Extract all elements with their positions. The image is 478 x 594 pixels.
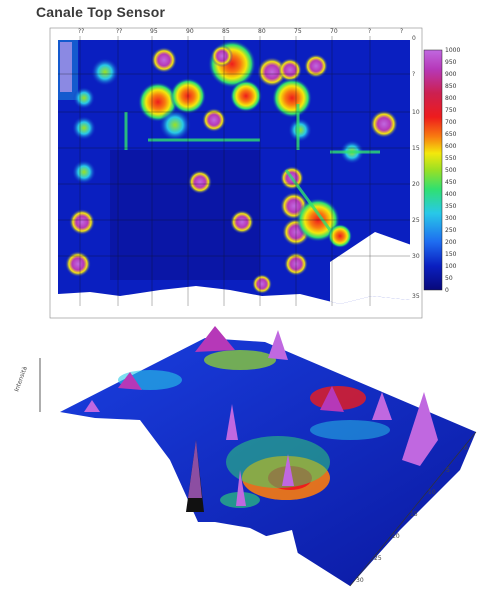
peak	[282, 454, 294, 486]
hotspot	[202, 108, 226, 132]
y-tick: 30	[412, 253, 420, 260]
colorbar-tick: 0	[445, 287, 449, 294]
hotspot	[65, 251, 91, 277]
surface-warm-region	[226, 436, 330, 488]
heatmap-field	[58, 40, 410, 304]
peak	[320, 386, 344, 412]
hotspot	[304, 54, 328, 78]
colorbar-gradient	[423, 49, 443, 291]
peak	[226, 404, 238, 440]
heatmap-edge-halo	[58, 40, 78, 100]
x-tick: ?	[368, 28, 371, 35]
surface-panel: Intensità	[13, 326, 477, 587]
hotspot	[288, 118, 312, 142]
surface-notch	[250, 530, 300, 570]
chart-title: Canale Top Sensor	[36, 4, 166, 20]
colorbar-tick: 50	[445, 275, 453, 282]
x-tick: ??	[78, 28, 84, 35]
x-tick: 90	[186, 28, 194, 35]
z-axis-label: Intensità	[13, 365, 29, 392]
colorbar-tick: 900	[445, 71, 457, 78]
colorbar-tick: 600	[445, 143, 457, 150]
colorbar-tick: 650	[445, 131, 457, 138]
surface-axis-right	[349, 431, 477, 587]
hotspot	[188, 170, 212, 194]
colorbar-tick: 400	[445, 191, 457, 198]
colorbar-tick: 950	[445, 59, 457, 66]
surface-x-ticks: 30 25 20 15 10 5 0	[356, 445, 468, 584]
colorbar-tick: 450	[445, 179, 457, 186]
heatmap-ridges	[124, 104, 380, 231]
peak	[372, 392, 392, 420]
peak	[236, 470, 246, 506]
surface-x-tick: 10	[428, 489, 436, 496]
hotspot	[159, 109, 191, 141]
y-tick: 25	[412, 217, 420, 224]
hotspot	[151, 47, 177, 73]
colorbar-tick: 750	[445, 107, 457, 114]
heatmap-grid	[58, 36, 410, 306]
x-tick: 95	[150, 28, 158, 35]
peak	[402, 392, 438, 466]
x-tick: ?	[400, 28, 403, 35]
hotspot	[72, 160, 96, 184]
x-tick: 70	[330, 28, 338, 35]
surface-peaks	[84, 326, 438, 512]
hotspot	[91, 58, 119, 86]
colorbar-ticks: 1000950900850800750700650600550500450400…	[445, 47, 460, 294]
colorbar-tick: 850	[445, 83, 457, 90]
heatmap-x-ticks: ?? ?? 95 90 85 80 75 70 ? ?	[78, 28, 403, 35]
surface-x-tick: 30	[356, 577, 364, 584]
y-tick: ?	[412, 71, 415, 78]
peak	[195, 326, 235, 352]
heatmap-panel: ?? ?? 95 90 85 80 75 70 ? ? 0 ? 10 15 20…	[49, 27, 423, 319]
peak	[268, 330, 288, 360]
hotspot	[230, 210, 254, 234]
peak	[188, 440, 202, 498]
hotspot	[252, 274, 272, 294]
surface-x-tick: 20	[392, 533, 400, 540]
colorbar-tick: 300	[445, 215, 457, 222]
surface-ridge	[204, 350, 276, 370]
surface-x-tick: 15	[410, 511, 418, 518]
colorbar: 1000950900850800750700650600550500450400…	[423, 47, 460, 294]
surface-x-tick: 5	[446, 467, 450, 474]
colorbar-tick: 500	[445, 167, 457, 174]
y-tick: 0	[412, 35, 416, 42]
hotspot	[73, 87, 95, 109]
hotspot	[370, 110, 398, 138]
hotspot	[230, 80, 262, 112]
hotspot	[272, 78, 312, 118]
heatmap-y-ticks: 0 ? 10 15 20 25 30 35	[412, 35, 420, 300]
colorbar-tick: 200	[445, 239, 457, 246]
surface-x-tick: 25	[374, 555, 382, 562]
peak	[84, 400, 100, 412]
x-tick: ??	[116, 28, 122, 35]
colorbar-tick: 1000	[445, 47, 460, 54]
colorbar-tick: 700	[445, 119, 457, 126]
colorbar-tick: 350	[445, 203, 457, 210]
x-tick: 80	[258, 28, 266, 35]
y-tick: 10	[412, 109, 420, 116]
colorbar-tick: 150	[445, 251, 457, 258]
hotspot	[211, 45, 233, 67]
peak	[118, 372, 142, 390]
surface-ridge-3	[310, 420, 390, 440]
colorbar-tick: 250	[445, 227, 457, 234]
hotspot	[72, 116, 96, 140]
colorbar-tick: 550	[445, 155, 457, 162]
surface-x-tick: 0	[464, 445, 468, 452]
y-tick: 20	[412, 181, 420, 188]
colorbar-tick: 800	[445, 95, 457, 102]
colorbar-tick: 100	[445, 263, 457, 270]
y-tick: 35	[412, 293, 420, 300]
heatmap-edge-strip	[60, 42, 72, 92]
hotspot	[69, 209, 95, 235]
x-tick: 85	[222, 28, 230, 35]
heatmap-blank-region	[330, 232, 410, 304]
x-tick: 75	[294, 28, 302, 35]
y-tick: 15	[412, 145, 420, 152]
hotspot	[328, 224, 352, 248]
